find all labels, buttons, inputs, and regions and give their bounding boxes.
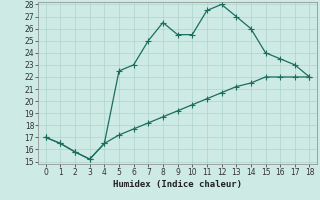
X-axis label: Humidex (Indice chaleur): Humidex (Indice chaleur)	[113, 180, 242, 189]
